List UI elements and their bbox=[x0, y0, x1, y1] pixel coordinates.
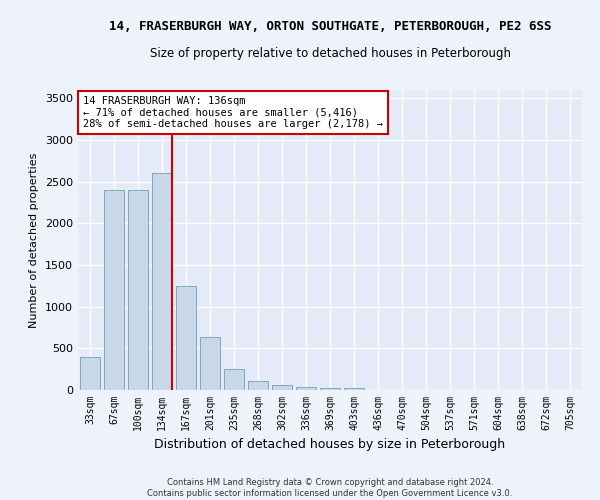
Bar bbox=[344, 388, 364, 390]
Bar bbox=[248, 381, 268, 390]
Bar bbox=[224, 369, 244, 390]
Text: 14 FRASERBURGH WAY: 136sqm
← 71% of detached houses are smaller (5,416)
28% of s: 14 FRASERBURGH WAY: 136sqm ← 71% of deta… bbox=[83, 96, 383, 129]
Bar bbox=[128, 190, 148, 390]
Y-axis label: Number of detached properties: Number of detached properties bbox=[29, 152, 40, 328]
Bar bbox=[272, 385, 292, 390]
Text: Contains HM Land Registry data © Crown copyright and database right 2024.
Contai: Contains HM Land Registry data © Crown c… bbox=[148, 478, 512, 498]
Bar bbox=[152, 174, 172, 390]
Bar bbox=[80, 356, 100, 390]
Bar bbox=[296, 386, 316, 390]
Bar bbox=[176, 286, 196, 390]
Text: Size of property relative to detached houses in Peterborough: Size of property relative to detached ho… bbox=[149, 48, 511, 60]
Bar bbox=[104, 190, 124, 390]
Text: 14, FRASERBURGH WAY, ORTON SOUTHGATE, PETERBOROUGH, PE2 6SS: 14, FRASERBURGH WAY, ORTON SOUTHGATE, PE… bbox=[109, 20, 551, 33]
Bar bbox=[320, 388, 340, 390]
Bar bbox=[200, 336, 220, 390]
X-axis label: Distribution of detached houses by size in Peterborough: Distribution of detached houses by size … bbox=[154, 438, 506, 452]
